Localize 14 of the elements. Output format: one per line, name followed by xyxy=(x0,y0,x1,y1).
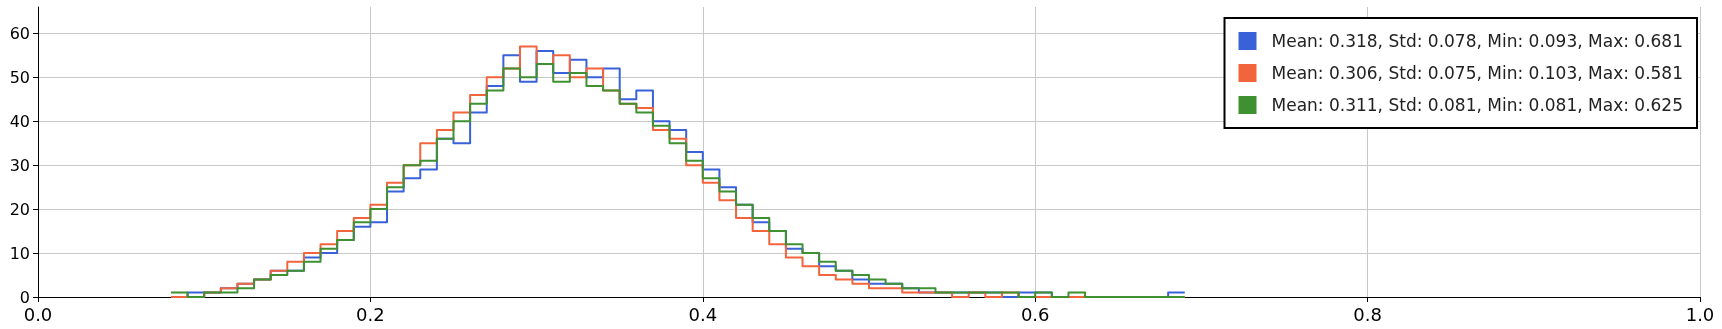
y-tick-label: 30 xyxy=(9,155,30,175)
x-tick-label: 0.8 xyxy=(1353,303,1382,325)
y-tick-label: 60 xyxy=(9,23,30,43)
x-tick-label: 1.0 xyxy=(1685,303,1715,325)
x-tick-label: 0.4 xyxy=(688,303,718,325)
legend-label: Mean: 0.306, Std: 0.075, Min: 0.103, Max: 0.581 xyxy=(1271,63,1684,83)
x-tick-label: 0.6 xyxy=(1020,303,1050,325)
legend-label: Mean: 0.318, Std: 0.078, Min: 0.093, Max: 0.681 xyxy=(1271,31,1684,51)
x-tick-label: 0.2 xyxy=(356,303,385,325)
y-tick-label: 40 xyxy=(9,111,30,131)
y-tick-label: 50 xyxy=(9,67,30,87)
legend-label: Mean: 0.311, Std: 0.081, Min: 0.081, Max: 0.625 xyxy=(1271,95,1684,115)
y-tick-label: 10 xyxy=(9,243,30,263)
y-tick-label: 20 xyxy=(9,199,30,219)
